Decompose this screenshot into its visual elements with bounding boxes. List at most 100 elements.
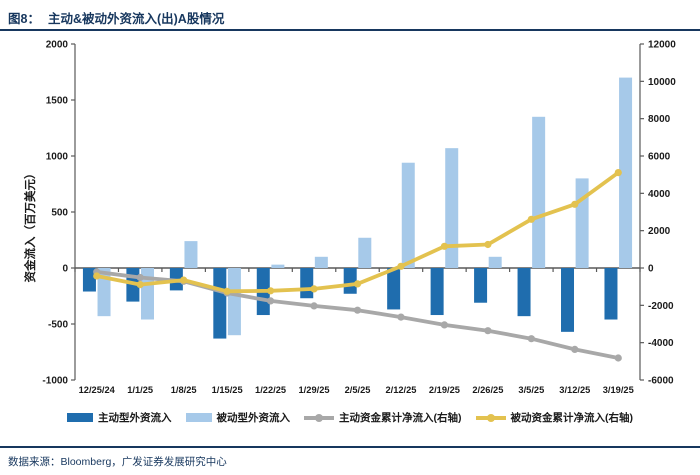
svg-text:2/5/25: 2/5/25 [345,385,371,395]
svg-text:2/26/25: 2/26/25 [472,385,503,395]
bar [82,268,96,292]
line-marker [310,285,318,293]
svg-text:0: 0 [62,264,68,275]
bar [604,268,618,320]
svg-text:-4000: -4000 [648,338,674,349]
chart-area: 2000 1500 1000 500 0 -500 -1000 资金流入（百万美元） 12000… [0,32,700,404]
bar [140,268,154,320]
bar [445,148,459,268]
title-divider [0,29,700,31]
line-marker [136,273,144,282]
line-marker [484,240,492,249]
bar [430,268,444,316]
bar [358,237,372,268]
svg-text:1/15/25: 1/15/25 [212,385,243,395]
svg-text:1/29/25: 1/29/25 [299,385,330,395]
bar [532,116,546,268]
bar [300,268,314,299]
bar [343,268,357,294]
svg-text:6000: 6000 [648,152,671,163]
line-marker [353,306,362,314]
legend-item-1: 被动型外资流入 [185,410,291,425]
bar [271,264,285,268]
line-marker [527,215,535,223]
svg-text:3/5/25: 3/5/25 [518,385,544,395]
svg-text:1/22/25: 1/22/25 [255,385,286,395]
svg-text:2/12/25: 2/12/25 [385,385,416,395]
bar [575,178,589,268]
svg-text:-1000: -1000 [42,376,68,387]
svg-text:-2000: -2000 [648,301,674,312]
bar [184,241,198,268]
line-marker [180,276,188,284]
bar [517,268,531,317]
zero-axis-line [74,267,641,272]
legend-label: 主动型外资流入 [98,412,172,424]
svg-text:1/8/25: 1/8/25 [171,385,197,395]
line-marker [571,200,579,208]
source-note: 数据来源：Bloomberg，广发证券发展研究中心 [8,456,227,468]
line-marker [614,169,622,177]
svg-text:3/12/25: 3/12/25 [559,385,590,395]
legend-item-0: 主动型外资流入 [67,410,172,425]
bar [488,256,502,268]
combo-chart: 2000 1500 1000 500 0 -500 -1000 资金流入（百万美元） 12000… [23,40,676,396]
line-marker [93,272,101,280]
bar [401,162,415,268]
svg-text:10000: 10000 [648,77,676,88]
line-marker [571,345,579,353]
legend-label: 被动型外资流入 [216,412,291,424]
bar [314,256,328,268]
legend-item-3: 被动资金累计净流入(右轴) [475,410,634,425]
svg-text:500: 500 [51,208,68,219]
line-marker [353,280,362,288]
svg-text:1/1/25: 1/1/25 [127,385,153,395]
bar [387,268,401,310]
line-marker [614,354,622,362]
bar [213,268,227,339]
figure-title: 图8： 主动&被动外资流入(出)A股情况 [8,8,224,27]
svg-text:4000: 4000 [648,189,671,200]
bar [97,268,111,317]
legend-bar-swatch [185,413,212,422]
bar [227,268,241,336]
line-marker [266,287,275,295]
line-marker [440,321,449,329]
svg-text:1000: 1000 [46,152,69,163]
legend-label: 主动资金累计净流入(右轴) [339,412,462,424]
svg-text:-6000: -6000 [648,376,674,387]
line-marker [484,327,492,335]
svg-text:2000: 2000 [46,40,69,51]
line-marker [527,335,535,343]
svg-text:-500: -500 [48,320,68,331]
line-marker [440,242,449,250]
legend: 主动型外资流入 被动型外资流入 主动资金累计净流入(右轴) 被动资金累计净流入(右轴) [0,410,700,425]
svg-text:12/25/24: 12/25/24 [79,385,116,395]
svg-text:8000: 8000 [648,114,671,125]
right-axis: 12000 10000 8000 6000 4000 2000 0 -2000 -4000 -60… [639,40,676,387]
legend-line-marker [315,413,323,422]
bar [561,268,575,332]
bars-passive-series [97,77,633,336]
left-axis-title: 资金流入（百万美元） [23,168,37,283]
figure-number: 图8： [8,12,40,26]
line-passive-cumulative [93,169,622,295]
line-marker [223,287,231,295]
legend-line-swatch [304,413,334,422]
svg-text:2000: 2000 [648,226,671,237]
line-marker [397,262,405,270]
bar [474,268,488,303]
svg-text:1500: 1500 [46,96,69,107]
line-marker [310,302,318,310]
figure-title-text: 主动&被动外资流入(出)A股情况 [47,12,225,26]
legend-item-2: 主动资金累计净流入(右轴) [304,410,462,425]
legend-label: 被动资金累计净流入(右轴) [510,412,634,424]
legend-line-marker [486,413,495,422]
x-axis-labels: 12/25/24 1/1/25 1/8/25 1/15/25 1/22/25 1/29/2… [79,385,634,395]
svg-text:12000: 12000 [648,40,676,51]
left-axis: 2000 1500 1000 500 0 -500 -1000 资金流入（百万美元） [23,40,76,387]
footer-divider [0,446,700,448]
line-marker [397,313,405,321]
line-marker [266,297,275,305]
svg-text:3/19/25: 3/19/25 [603,385,634,395]
